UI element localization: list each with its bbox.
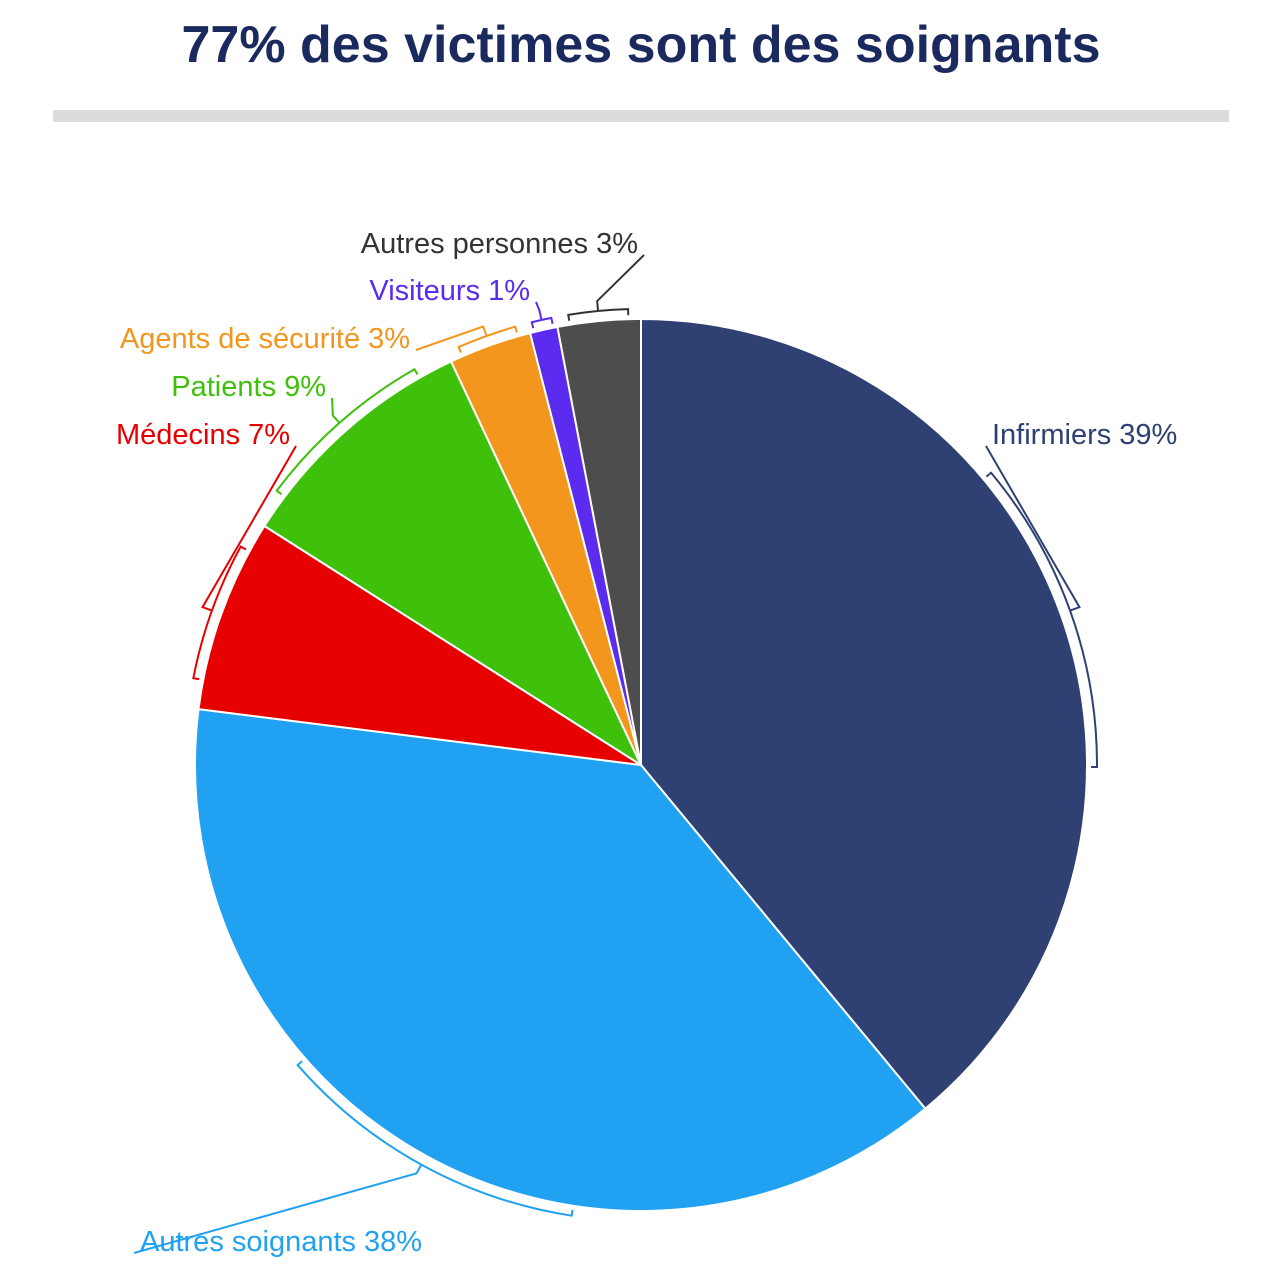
slice-label: Infirmiers 39% — [992, 419, 1177, 451]
leader-line — [133, 1060, 574, 1254]
slice-value: 9% — [284, 371, 326, 403]
pie-slice — [640, 317, 1088, 1111]
slice-label: Agents de sécurité 3% — [120, 323, 410, 355]
slice-value: 38% — [364, 1226, 422, 1258]
slice-name: Autres soignants — [140, 1226, 356, 1258]
title-divider — [53, 110, 1229, 122]
slice-name: Visiteurs — [369, 275, 480, 307]
slice-value: 3% — [596, 228, 638, 260]
slice-name: Agents de sécurité — [120, 323, 360, 355]
slice-label: Patients 9% — [171, 371, 326, 403]
slice-name: Infirmiers — [992, 419, 1111, 451]
leader-line — [275, 367, 419, 496]
slice-value: 39% — [1119, 419, 1177, 451]
slice-name: Médecins — [116, 419, 240, 451]
leader-line — [985, 445, 1099, 769]
pie-slice — [194, 707, 927, 1212]
pie-slice — [197, 524, 642, 766]
pie-slice — [263, 360, 644, 768]
slice-label: Autres soignants 38% — [140, 1226, 422, 1258]
slice-value: 1% — [488, 275, 530, 307]
slice-value: 3% — [368, 323, 410, 355]
pie-slice — [556, 317, 642, 766]
leader-line — [567, 254, 645, 321]
leader-line — [530, 301, 554, 329]
slice-label: Médecins 7% — [116, 419, 290, 451]
slice-name: Autres personnes — [361, 228, 588, 260]
leader-line — [192, 445, 297, 681]
slice-label: Visiteurs 1% — [369, 275, 530, 307]
chart-title: 77% des victimes sont des soignants — [182, 16, 1101, 74]
slice-name: Patients — [171, 371, 276, 403]
slice-value: 7% — [248, 419, 290, 451]
leader-line — [415, 325, 518, 353]
slice-label: Autres personnes 3% — [361, 228, 638, 260]
